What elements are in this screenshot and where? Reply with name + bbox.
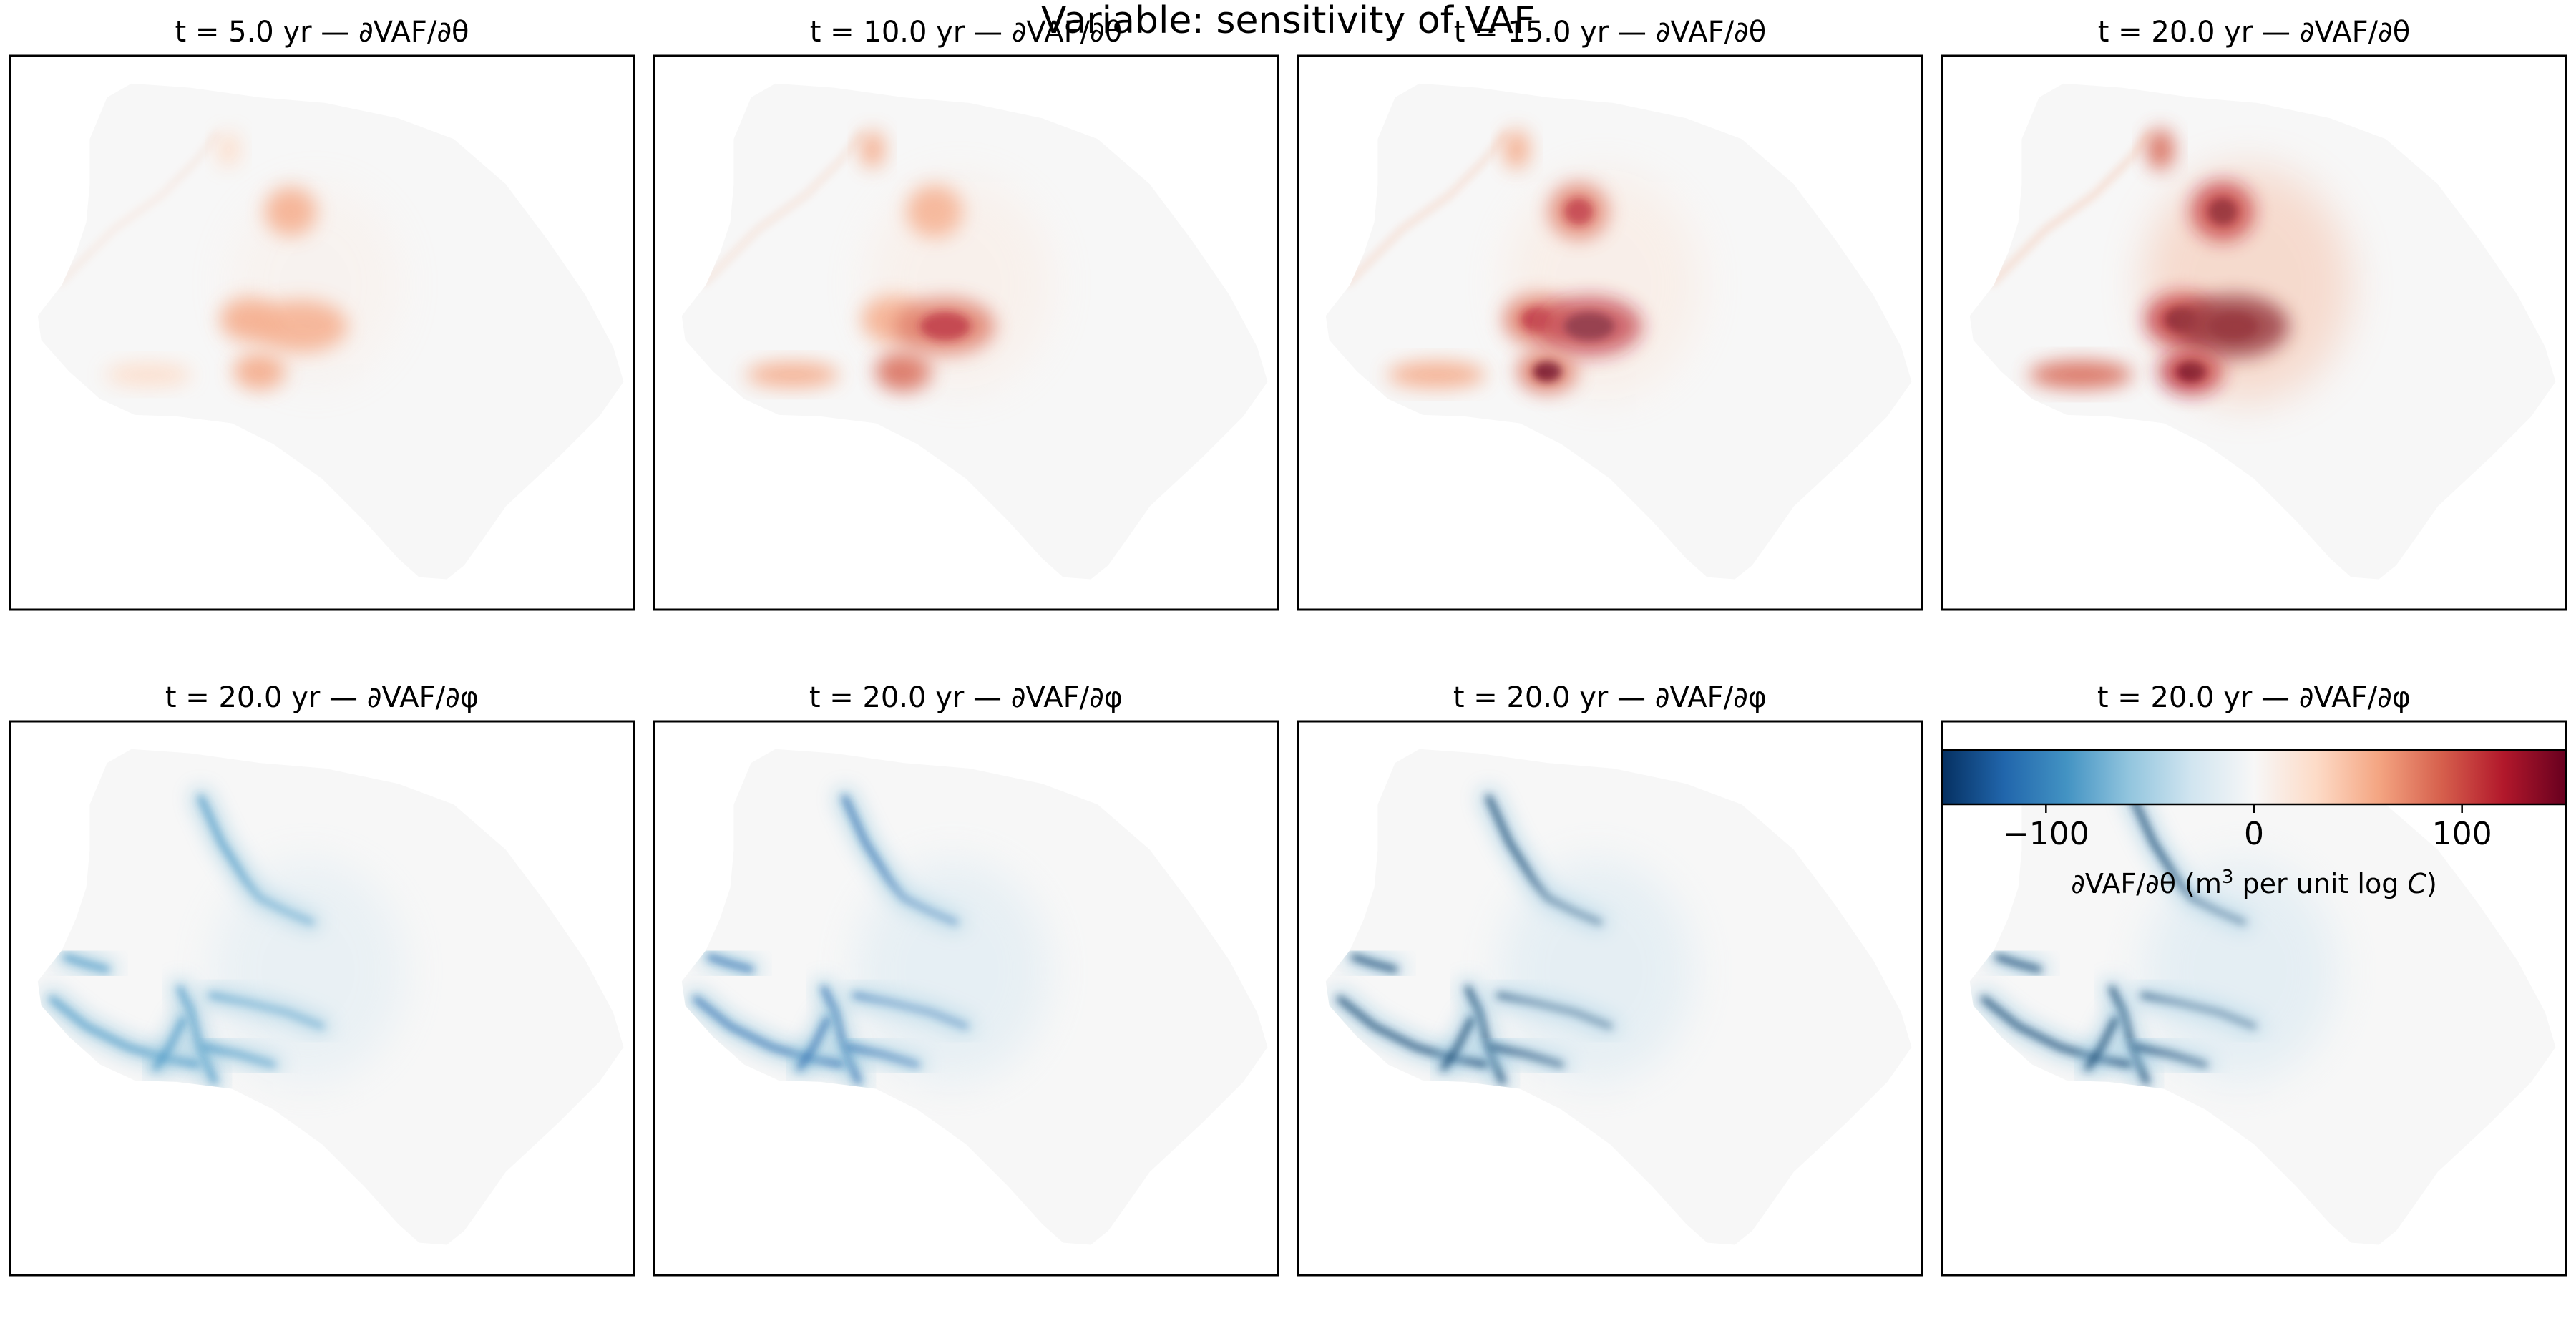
figure-suptitle: Variable: sensitivity of VAF bbox=[1041, 0, 1535, 42]
panel-title: t = 20.0 yr — ∂VAF/∂φ bbox=[809, 681, 1123, 714]
negative-streak bbox=[1337, 996, 1488, 1067]
panel-title: t = 15.0 yr — ∂VAF/∂θ bbox=[1454, 16, 1766, 49]
negative-diffuse-region bbox=[2142, 859, 2338, 1082]
positive-hotspot bbox=[866, 179, 1053, 391]
panel-title: t = 10.0 yr — ∂VAF/∂θ bbox=[810, 16, 1122, 49]
negative-diffuse-region bbox=[210, 859, 406, 1082]
panel-theta-0-1: t = 10.0 yr — ∂VAF/∂θ bbox=[653, 16, 1279, 611]
positive-hotspot bbox=[228, 186, 402, 384]
positive-hotspot bbox=[1503, 130, 1530, 170]
negative-diffuse-region bbox=[1498, 859, 1694, 1082]
panel-phi-1-2: t = 20.0 yr — ∂VAF/∂φ bbox=[1297, 681, 1923, 1277]
negative-streak bbox=[2109, 985, 2150, 1085]
panel-frame bbox=[1297, 720, 1923, 1277]
positive-hotspot bbox=[2142, 167, 2351, 403]
panel-phi-1-0: t = 20.0 yr — ∂VAF/∂φ bbox=[9, 681, 635, 1277]
positive-hotspot bbox=[2029, 361, 2133, 389]
negative-streak bbox=[2085, 1017, 2118, 1071]
panel-title: t = 20.0 yr — ∂VAF/∂θ bbox=[2098, 16, 2410, 49]
panel-theta-0-3: t = 20.0 yr — ∂VAF/∂θ bbox=[1941, 16, 2567, 611]
positive-hotspot bbox=[746, 362, 839, 388]
panel-theta-0-0: t = 5.0 yr — ∂VAF/∂θ bbox=[9, 16, 635, 611]
negative-streak bbox=[177, 985, 218, 1085]
panel-frame bbox=[1297, 54, 1923, 611]
negative-streak bbox=[49, 996, 200, 1067]
sensitivity-field bbox=[681, 749, 1268, 1245]
negative-diffuse-region bbox=[854, 859, 1050, 1082]
panel-title: t = 20.0 yr — ∂VAF/∂φ bbox=[1453, 681, 1767, 714]
panel-frame bbox=[9, 54, 635, 611]
positive-hotspot bbox=[1504, 172, 1702, 396]
negative-streak bbox=[821, 985, 862, 1085]
positive-hotspot bbox=[217, 132, 240, 167]
panel-frame bbox=[9, 720, 635, 1277]
sensitivity-field bbox=[1969, 83, 2556, 580]
colorbar-tick-label: 0 bbox=[2244, 816, 2264, 852]
positive-hotspot bbox=[2146, 128, 2175, 170]
negative-streak bbox=[707, 955, 754, 972]
negative-streak bbox=[1441, 1017, 1474, 1071]
colorbar-label-superscript: 3 bbox=[2222, 867, 2234, 888]
positive-hotspot bbox=[105, 363, 192, 386]
negative-streak bbox=[693, 996, 844, 1067]
panel-frame bbox=[1941, 54, 2567, 611]
positive-hotspot bbox=[1387, 361, 1486, 389]
negative-streak bbox=[1351, 955, 1398, 972]
grounding-line-trace bbox=[1989, 130, 2152, 286]
panel-title: t = 5.0 yr — ∂VAF/∂θ bbox=[175, 16, 469, 49]
panel-title: t = 20.0 yr — ∂VAF/∂φ bbox=[165, 681, 479, 714]
panel-title: t = 20.0 yr — ∂VAF/∂φ bbox=[2097, 681, 2411, 714]
panel-frame bbox=[1941, 720, 2567, 1277]
panel-frame bbox=[653, 720, 1279, 1277]
negative-streak bbox=[1981, 996, 2132, 1067]
sensitivity-field bbox=[1325, 749, 1912, 1245]
negative-streak bbox=[1995, 955, 2042, 972]
colorbar: −100 0 100 ∂VAF/∂θ (m3 per unit log C) bbox=[1941, 749, 2567, 899]
colorbar-label-variable: C bbox=[2407, 868, 2426, 899]
negative-streak bbox=[1465, 985, 1506, 1085]
positive-hotspot bbox=[859, 130, 885, 168]
sensitivity-field bbox=[37, 749, 624, 1245]
sensitivity-field bbox=[1325, 83, 1912, 580]
grounding-line-trace bbox=[1345, 130, 1508, 286]
negative-streak bbox=[797, 1017, 830, 1071]
sensitivity-field bbox=[37, 83, 624, 580]
colorbar-gradient bbox=[1941, 749, 2567, 806]
colorbar-tick-label: −100 bbox=[2003, 816, 2089, 852]
colorbar-tick-label: 100 bbox=[2432, 816, 2492, 852]
grounding-line-trace bbox=[57, 130, 220, 286]
grounding-line-trace bbox=[701, 130, 864, 286]
panel-theta-0-2: t = 15.0 yr — ∂VAF/∂θ bbox=[1297, 16, 1923, 611]
panel-frame bbox=[653, 54, 1279, 611]
negative-streak bbox=[153, 1017, 186, 1071]
colorbar-label: ∂VAF/∂θ (m3 per unit log C) bbox=[2071, 867, 2437, 899]
panel-phi-1-1: t = 20.0 yr — ∂VAF/∂φ bbox=[653, 681, 1279, 1277]
negative-streak bbox=[63, 955, 110, 972]
sensitivity-field bbox=[681, 83, 1268, 580]
